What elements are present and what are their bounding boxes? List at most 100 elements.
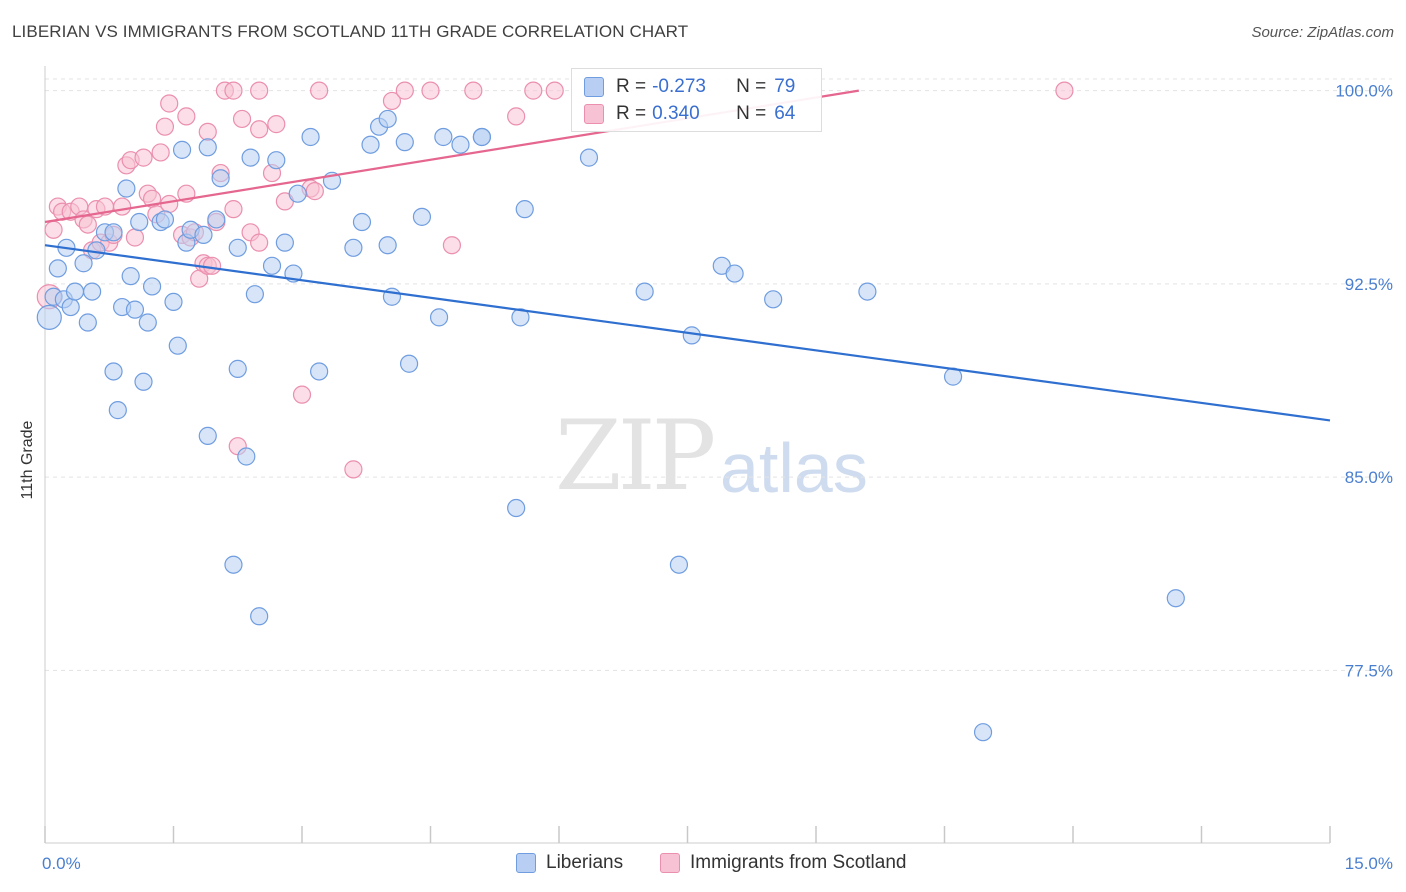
legend-n-value: 64 [774, 103, 796, 124]
scotland-point [151, 143, 170, 162]
scotland-point [292, 385, 312, 404]
liberian-point [361, 135, 380, 154]
liberian-point [65, 282, 85, 301]
correlation-legend: R = -0.273 N = 79 R = 0.340 N = 64 [571, 68, 822, 132]
y-tick-label: 85.0% [1345, 468, 1393, 487]
watermark-zip: ZIP [555, 400, 716, 512]
scotland-point [310, 81, 329, 100]
scotland-point [250, 233, 269, 252]
scotland-point [160, 94, 179, 113]
liberian-point [138, 313, 157, 332]
liberian-point [104, 362, 123, 381]
liberian-point [198, 138, 217, 157]
scotland-point [382, 91, 402, 111]
liberian-point [121, 267, 140, 286]
liberian-point [130, 212, 149, 232]
liberian-point [267, 151, 286, 170]
scotland-point [524, 81, 543, 100]
legend-n-value: 79 [774, 76, 796, 97]
series-legend: Liberians Immigrants from Scotland [0, 852, 1406, 876]
liberian-point [125, 300, 145, 319]
liberian-point [36, 304, 62, 330]
legend-item-liberians[interactable]: Liberians [516, 852, 623, 874]
liberian-point [515, 200, 534, 219]
liberian-point [83, 282, 102, 301]
liberian-point [310, 362, 329, 381]
scotland-point [78, 215, 97, 234]
source-label: Source: ZipAtlas.com [1251, 24, 1394, 41]
legend-item-scotland[interactable]: Immigrants from Scotland [660, 852, 906, 874]
liberian-point [288, 184, 307, 203]
legend-n-label: N = [736, 76, 767, 97]
scotland-point [198, 122, 217, 141]
scotland-point [250, 120, 269, 139]
watermark-atlas: atlas [720, 429, 868, 507]
liberian-point [395, 133, 414, 152]
scotland-point [545, 81, 564, 100]
liberian-point [973, 723, 993, 742]
legend-label-scotland: Immigrants from Scotland [690, 852, 907, 873]
legend-n-label: N = [736, 103, 767, 124]
liberian-trend-line [44, 244, 1331, 422]
y-tick-label: 100.0% [1335, 82, 1393, 101]
legend-row-liberians: R = -0.273 N = 79 [584, 75, 795, 99]
scotland-point [507, 107, 526, 126]
liberian-point [764, 290, 783, 309]
liberian-point [172, 140, 192, 159]
scotland-point [202, 256, 222, 275]
liberian-point [194, 225, 213, 245]
liberian-point [134, 372, 153, 391]
liberian-point [74, 254, 93, 273]
scotland-point [395, 81, 414, 100]
legend-r-label: R = [616, 103, 647, 124]
liberian-point [579, 148, 599, 167]
liberian-point [635, 282, 654, 301]
scotland-point [1055, 81, 1074, 100]
scotland-point [344, 460, 363, 479]
legend-swatch-pink [584, 104, 604, 124]
scotland-point [305, 182, 324, 201]
liberian-point [108, 401, 127, 420]
liberian-point [237, 447, 256, 466]
liberian-point [434, 127, 453, 147]
legend-swatch-blue [516, 853, 536, 873]
chart-title: LIBERIAN VS IMMIGRANTS FROM SCOTLAND 11T… [12, 22, 689, 41]
liberian-point [61, 297, 80, 317]
liberian-point [451, 135, 470, 154]
liberian-point [275, 233, 294, 252]
scotland-point [442, 236, 462, 255]
liberian-point [669, 555, 689, 574]
scotland-point [224, 81, 243, 100]
scotland-point [177, 107, 196, 126]
legend-label-liberians: Liberians [546, 852, 624, 873]
x-tick-label-max: 15.0% [1345, 854, 1393, 873]
scotland-point [464, 81, 483, 100]
liberian-point [682, 326, 701, 345]
liberian-point [472, 127, 491, 147]
liberian-point [344, 238, 363, 257]
liberian-point [378, 109, 397, 129]
scotland-point [232, 109, 252, 129]
scotland-point [267, 115, 286, 134]
liberian-point [511, 308, 530, 327]
x-tick-label-min: 0.0% [42, 854, 81, 873]
scotland-point [421, 81, 440, 100]
liberian-point [78, 313, 97, 332]
liberian-point [48, 259, 67, 278]
scotland-point [125, 228, 145, 247]
liberian-point [301, 127, 320, 147]
liberian-point [198, 426, 217, 445]
liberian-point [224, 555, 243, 574]
liberian-point [142, 277, 162, 296]
scotland-point [112, 197, 132, 216]
liberian-point [117, 179, 136, 198]
liberian-point [228, 238, 247, 257]
legend-r-value: 0.340 [652, 103, 700, 124]
liberian-point [250, 607, 269, 626]
y-tick-label: 92.5% [1345, 275, 1393, 294]
liberian-point [858, 282, 877, 301]
liberian-point [429, 308, 449, 327]
y-tick-label: 77.5% [1345, 661, 1393, 680]
legend-swatch-pink [660, 853, 680, 873]
